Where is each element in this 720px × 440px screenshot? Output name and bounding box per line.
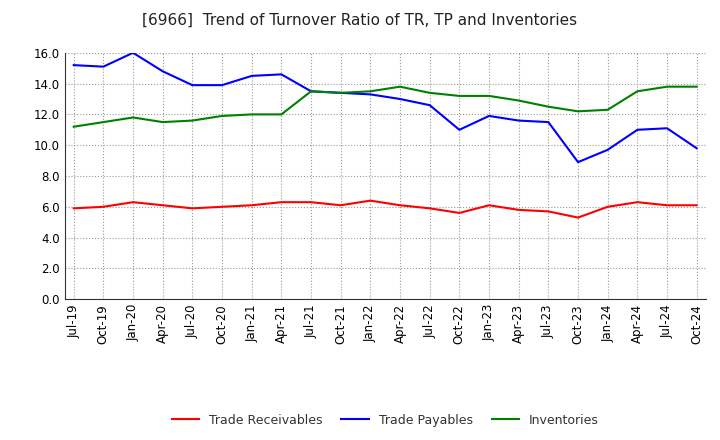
Trade Payables — [277, 72, 286, 77]
Inventories — [455, 93, 464, 99]
Trade Payables — [693, 146, 701, 151]
Inventories — [485, 93, 493, 99]
Trade Receivables — [574, 215, 582, 220]
Trade Payables — [69, 62, 78, 68]
Trade Receivables — [99, 204, 108, 209]
Trade Payables — [455, 127, 464, 132]
Legend: Trade Receivables, Trade Payables, Inventories: Trade Receivables, Trade Payables, Inven… — [166, 409, 604, 432]
Trade Payables — [158, 69, 167, 74]
Inventories — [69, 124, 78, 129]
Text: [6966]  Trend of Turnover Ratio of TR, TP and Inventories: [6966] Trend of Turnover Ratio of TR, TP… — [143, 13, 577, 28]
Inventories — [158, 119, 167, 125]
Trade Receivables — [129, 200, 138, 205]
Trade Receivables — [455, 210, 464, 216]
Trade Receivables — [336, 202, 345, 208]
Inventories — [574, 109, 582, 114]
Trade Receivables — [485, 202, 493, 208]
Trade Receivables — [426, 205, 434, 211]
Inventories — [188, 118, 197, 123]
Inventories — [544, 104, 553, 109]
Trade Receivables — [307, 200, 315, 205]
Line: Trade Receivables: Trade Receivables — [73, 201, 697, 217]
Trade Payables — [188, 83, 197, 88]
Trade Receivables — [662, 202, 671, 208]
Inventories — [99, 119, 108, 125]
Line: Inventories: Inventories — [73, 87, 697, 127]
Trade Receivables — [603, 204, 612, 209]
Trade Payables — [99, 64, 108, 69]
Inventories — [633, 88, 642, 94]
Trade Payables — [307, 88, 315, 94]
Inventories — [426, 90, 434, 95]
Trade Payables — [514, 118, 523, 123]
Trade Receivables — [396, 202, 405, 208]
Trade Receivables — [188, 205, 197, 211]
Inventories — [693, 84, 701, 89]
Trade Receivables — [69, 205, 78, 211]
Trade Payables — [396, 96, 405, 102]
Inventories — [336, 90, 345, 95]
Inventories — [396, 84, 405, 89]
Trade Payables — [633, 127, 642, 132]
Inventories — [129, 115, 138, 120]
Trade Payables — [485, 113, 493, 118]
Inventories — [307, 88, 315, 94]
Inventories — [514, 98, 523, 103]
Trade Receivables — [277, 200, 286, 205]
Trade Receivables — [514, 207, 523, 213]
Trade Payables — [662, 126, 671, 131]
Inventories — [277, 112, 286, 117]
Inventories — [248, 112, 256, 117]
Trade Receivables — [158, 202, 167, 208]
Trade Payables — [544, 119, 553, 125]
Trade Payables — [426, 103, 434, 108]
Trade Payables — [603, 147, 612, 153]
Trade Payables — [574, 160, 582, 165]
Trade Payables — [248, 73, 256, 78]
Inventories — [603, 107, 612, 112]
Inventories — [217, 113, 226, 118]
Trade Receivables — [544, 209, 553, 214]
Inventories — [366, 88, 374, 94]
Trade Payables — [217, 83, 226, 88]
Trade Receivables — [248, 202, 256, 208]
Line: Trade Payables: Trade Payables — [73, 53, 697, 162]
Trade Payables — [336, 90, 345, 95]
Inventories — [662, 84, 671, 89]
Trade Payables — [366, 92, 374, 97]
Trade Receivables — [633, 200, 642, 205]
Trade Receivables — [217, 204, 226, 209]
Trade Receivables — [693, 202, 701, 208]
Trade Receivables — [366, 198, 374, 203]
Trade Payables — [129, 50, 138, 55]
